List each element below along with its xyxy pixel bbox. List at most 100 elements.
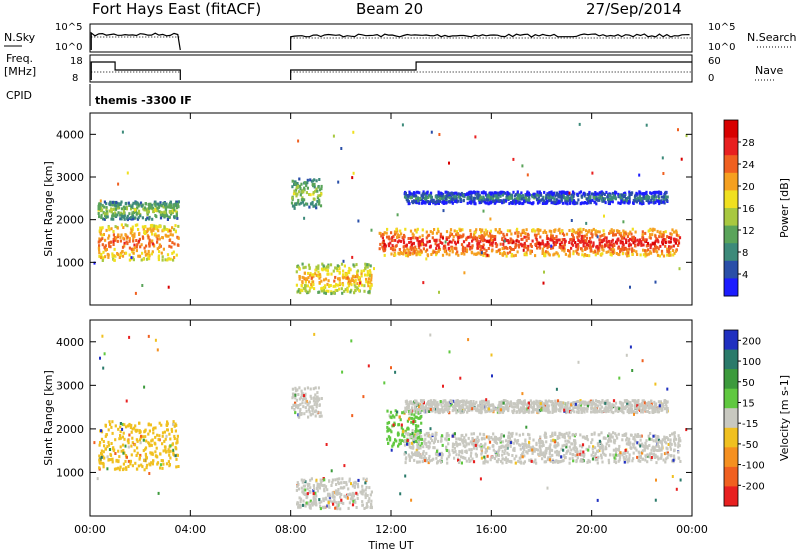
scatter-cell — [589, 240, 592, 244]
scatter-cell — [489, 458, 492, 462]
scatter-cell — [491, 244, 494, 248]
scatter-cell — [317, 266, 320, 270]
scatter-cell — [410, 451, 414, 455]
scatter-cell — [148, 205, 152, 209]
scatter-cell — [135, 438, 138, 442]
scatter-cell — [486, 454, 489, 458]
scatter-cell — [610, 251, 613, 255]
scatter-cell — [437, 230, 440, 234]
scatter-cell — [394, 409, 397, 413]
scatter-cell — [625, 252, 628, 256]
scatter-cell — [138, 237, 141, 241]
scatter-cell — [125, 240, 128, 244]
scatter-cell — [144, 250, 147, 254]
scatter-cell — [358, 289, 361, 293]
scatter-cell — [401, 428, 405, 432]
scatter-cell — [152, 228, 155, 232]
scatter-cell — [127, 459, 130, 463]
scatter-cell — [313, 178, 316, 182]
scatter-cell — [507, 453, 510, 457]
scatter-cell — [409, 237, 412, 240]
scatter-cell — [111, 203, 115, 207]
scatter-cell — [308, 410, 311, 414]
scatter-cell — [549, 237, 552, 241]
scatter-cell — [109, 200, 112, 204]
scatter-cell — [338, 271, 341, 275]
scatter-cell — [317, 194, 320, 198]
scatter-cell — [581, 239, 584, 243]
scatter-cell — [361, 489, 364, 493]
scatter-cell — [669, 447, 672, 451]
scatter-cell — [305, 399, 308, 403]
scatter-cell — [156, 462, 159, 466]
scatter-cell — [417, 424, 420, 428]
scatter-cell — [131, 225, 134, 229]
scatter-cell — [417, 451, 421, 455]
scatter-cell — [166, 258, 169, 262]
scatter-cell — [647, 434, 650, 438]
scatter-cell — [568, 241, 571, 244]
scatter-cell — [368, 486, 371, 490]
scatter-cell — [404, 192, 407, 196]
scatter-cell — [645, 439, 648, 443]
scatter-cell — [656, 253, 660, 257]
scatter-cell — [628, 192, 631, 196]
scatter-cell — [595, 197, 598, 201]
noise-cell — [570, 219, 573, 222]
scatter-cell — [479, 198, 482, 202]
scatter-cell — [135, 249, 138, 253]
scatter-cell — [411, 431, 414, 435]
scatter-cell — [436, 461, 439, 465]
scatter-cell — [398, 248, 401, 251]
scatter-cell — [572, 459, 575, 463]
scatter-cell — [602, 238, 605, 242]
scatter-cell — [392, 443, 395, 447]
scatter-cell — [627, 254, 630, 258]
scatter-cell — [543, 229, 546, 233]
scatter-cell — [407, 251, 410, 255]
scatter-cell — [154, 454, 157, 458]
noise-cell — [438, 133, 441, 136]
scatter-cell — [667, 453, 670, 457]
scatter-cell — [652, 191, 655, 195]
scatter-cell — [517, 240, 520, 244]
scatter-cell — [369, 285, 372, 289]
colorbar-segment — [724, 155, 738, 174]
scatter-cell — [100, 216, 103, 220]
scatter-cell — [588, 195, 591, 199]
scatter-cell — [164, 207, 167, 211]
scatter-cell — [127, 441, 130, 445]
scatter-cell — [542, 454, 546, 458]
scatter-cell — [175, 457, 178, 461]
scatter-cell — [108, 448, 112, 451]
scatter-cell — [416, 454, 419, 457]
scatter-cell — [356, 271, 359, 275]
noise-cell — [401, 123, 404, 127]
scatter-cell — [144, 454, 148, 458]
scatter-cell — [661, 235, 664, 239]
scatter-cell — [151, 438, 154, 442]
scatter-cell — [347, 279, 351, 283]
scatter-cell — [138, 429, 141, 433]
scatter-cell — [108, 228, 111, 232]
scatter-cell — [543, 460, 546, 464]
scatter-cell — [319, 505, 322, 508]
scatter-cell — [641, 449, 644, 453]
scatter-cell — [510, 253, 514, 256]
scatter-cell — [598, 230, 601, 234]
scatter-cell — [426, 248, 429, 252]
scatter-cell — [163, 439, 166, 443]
scatter-cell — [102, 462, 105, 466]
scatter-cell — [399, 441, 402, 445]
scatter-cell — [655, 199, 658, 203]
scatter-cell — [628, 242, 631, 246]
scatter-cell — [431, 231, 434, 235]
scatter-cell — [650, 243, 653, 247]
scatter-cell — [112, 243, 115, 246]
scatter-cell — [312, 283, 315, 286]
scatter-cell — [487, 240, 490, 244]
scatter-cell — [465, 459, 468, 463]
scatter-cell — [148, 241, 151, 244]
scatter-cell — [590, 248, 593, 252]
scatter-cell — [104, 244, 107, 248]
